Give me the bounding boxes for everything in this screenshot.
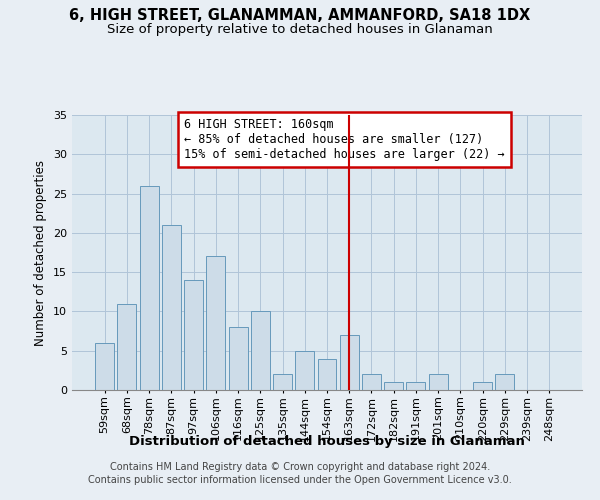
Bar: [496, 374, 514, 390]
Text: 6 HIGH STREET: 160sqm
← 85% of detached houses are smaller (127)
15% of semi-det: 6 HIGH STREET: 160sqm ← 85% of detached …: [184, 118, 505, 161]
Bar: [95, 343, 114, 390]
Text: Distribution of detached houses by size in Glanaman: Distribution of detached houses by size …: [129, 435, 525, 448]
Text: Contains public sector information licensed under the Open Government Licence v3: Contains public sector information licen…: [88, 475, 512, 485]
Text: Contains HM Land Registry data © Crown copyright and database right 2024.: Contains HM Land Registry data © Crown c…: [110, 462, 490, 472]
Bar: [251, 312, 270, 390]
Y-axis label: Number of detached properties: Number of detached properties: [34, 160, 47, 346]
Bar: [295, 350, 314, 390]
Bar: [273, 374, 292, 390]
Bar: [140, 186, 158, 390]
Bar: [162, 225, 181, 390]
Bar: [118, 304, 136, 390]
Bar: [229, 327, 248, 390]
Text: Size of property relative to detached houses in Glanaman: Size of property relative to detached ho…: [107, 22, 493, 36]
Bar: [362, 374, 381, 390]
Bar: [340, 335, 359, 390]
Bar: [206, 256, 225, 390]
Bar: [473, 382, 492, 390]
Bar: [406, 382, 425, 390]
Bar: [429, 374, 448, 390]
Bar: [384, 382, 403, 390]
Bar: [184, 280, 203, 390]
Text: 6, HIGH STREET, GLANAMMAN, AMMANFORD, SA18 1DX: 6, HIGH STREET, GLANAMMAN, AMMANFORD, SA…: [70, 8, 530, 22]
Bar: [317, 358, 337, 390]
